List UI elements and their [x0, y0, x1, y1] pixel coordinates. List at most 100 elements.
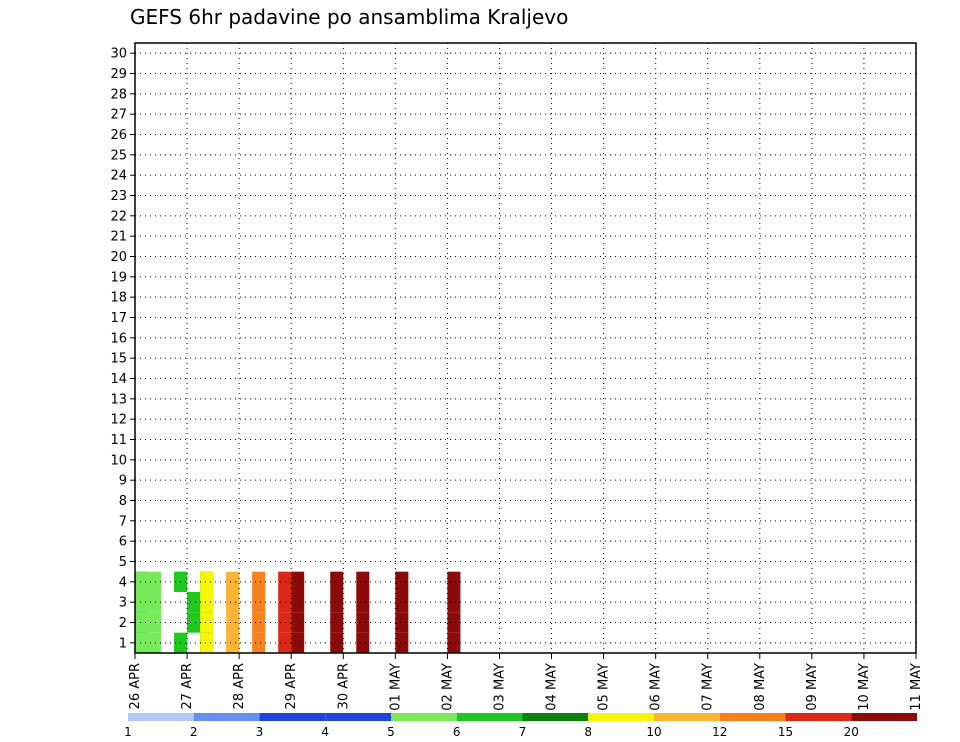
legend-swatch — [325, 713, 391, 721]
y-tick-label: 5 — [119, 555, 127, 570]
heatmap-cell — [330, 592, 344, 613]
y-tick-label: 2 — [119, 616, 127, 631]
heatmap-cell — [135, 632, 149, 653]
legend-swatch — [193, 713, 260, 721]
y-tick-label: 15 — [110, 352, 127, 367]
y-tick-label: 22 — [110, 209, 127, 224]
heatmap-cell — [278, 612, 292, 633]
y-tick-label: 26 — [110, 128, 127, 143]
legend-label: 10 — [646, 725, 661, 739]
y-tick-label: 1 — [119, 636, 127, 651]
heatmap-cell — [395, 592, 409, 613]
x-tick-label: 08 MAY — [753, 663, 768, 711]
legend-label: 4 — [321, 725, 329, 739]
heatmap-cell — [395, 571, 409, 592]
heatmap-cell — [278, 592, 292, 613]
heatmap-cell — [226, 592, 240, 613]
y-tick-label: 17 — [110, 311, 127, 326]
y-tick-label: 23 — [110, 189, 127, 204]
x-tick-label: 11 MAY — [909, 663, 924, 711]
y-tick-label: 27 — [110, 108, 127, 123]
heatmap-cell — [252, 612, 266, 633]
y-tick-label: 3 — [119, 596, 127, 611]
heatmap-cell — [187, 612, 201, 633]
y-tick-label: 28 — [110, 87, 127, 102]
y-tick-label: 20 — [110, 250, 127, 265]
gridlines — [135, 43, 916, 653]
x-axis: 26 APR 27 APR 28 APR 29 APR 30 APR 01 MAY 02 M… — [128, 653, 924, 711]
heatmap-cell — [330, 612, 344, 633]
legend-label: 2 — [190, 725, 198, 739]
x-tick-label: 28 APR — [232, 663, 247, 709]
heatmap-cell — [447, 571, 461, 592]
heatmap-cell — [252, 571, 266, 592]
legend-swatch — [785, 713, 852, 721]
y-tick-label: 9 — [119, 474, 127, 489]
x-tick-label: 07 MAY — [701, 663, 716, 711]
legend-label: 5 — [387, 725, 395, 739]
x-tick-label: 03 MAY — [492, 663, 507, 711]
legend-label: 1 — [124, 725, 132, 739]
heatmap-cells — [135, 571, 461, 653]
heatmap-cell — [291, 571, 305, 592]
legend-swatch — [128, 713, 194, 721]
y-tick-label: 10 — [110, 453, 127, 468]
heatmap-cell — [330, 632, 344, 653]
legend-swatch — [851, 713, 917, 721]
y-tick-label: 24 — [110, 169, 127, 184]
legend-label: 6 — [453, 725, 461, 739]
heatmap-cell — [252, 592, 266, 613]
legend-label: 12 — [712, 725, 727, 739]
legend-swatch — [259, 713, 326, 721]
legend-label: 20 — [844, 725, 859, 739]
legend-label: 15 — [778, 725, 793, 739]
heatmap-cell — [226, 632, 240, 653]
y-tick-label: 30 — [110, 47, 127, 62]
heatmap-cell — [148, 612, 162, 633]
heatmap-cell — [135, 571, 149, 592]
heatmap-cell — [356, 592, 370, 613]
legend-swatch — [588, 713, 654, 721]
y-tick-label: 18 — [110, 291, 127, 306]
heatmap-cell — [291, 592, 305, 613]
x-tick-label: 01 MAY — [388, 663, 403, 711]
y-tick-label: 14 — [110, 372, 127, 387]
heatmap-cell — [200, 592, 214, 613]
heatmap-cell — [200, 571, 214, 592]
heatmap-cell — [291, 612, 305, 633]
heatmap-cell — [226, 571, 240, 592]
y-tick-label: 16 — [110, 331, 127, 346]
x-tick-label: 29 APR — [284, 663, 299, 709]
x-tick-label: 04 MAY — [545, 663, 560, 711]
heatmap-cell — [356, 632, 370, 653]
chart-title: GEFS 6hr padavine po ansamblima Kraljevo — [130, 5, 568, 29]
heatmap-cell — [330, 571, 344, 592]
y-tick-label: 11 — [110, 433, 127, 448]
heatmap-cell — [356, 612, 370, 633]
heatmap-cell — [148, 632, 162, 653]
legend-label: 3 — [256, 725, 264, 739]
heatmap-cell — [187, 592, 201, 613]
heatmap-cell — [291, 632, 305, 653]
x-tick-label: 10 MAY — [857, 663, 872, 711]
plot-frame — [134, 42, 917, 654]
heatmap-cell — [447, 632, 461, 653]
y-tick-label: 25 — [110, 148, 127, 163]
y-tick-label: 21 — [110, 230, 127, 245]
heatmap-cell — [447, 612, 461, 633]
legend-swatch — [391, 713, 457, 721]
y-tick-label: 8 — [119, 494, 127, 509]
y-axis: 1234567891011121314151617181920212223242… — [110, 47, 135, 651]
x-tick-label: 27 APR — [180, 663, 195, 709]
heatmap-cell — [200, 612, 214, 633]
heatmap-cell — [395, 632, 409, 653]
x-tick-label: 06 MAY — [649, 663, 664, 711]
heatmap-cell — [447, 592, 461, 613]
y-tick-label: 19 — [110, 270, 127, 285]
x-tick-label: 05 MAY — [597, 663, 612, 711]
y-tick-label: 4 — [119, 575, 127, 590]
legend-label: 8 — [584, 725, 592, 739]
heatmap-cell — [148, 592, 162, 613]
x-tick-label: 02 MAY — [440, 663, 455, 711]
